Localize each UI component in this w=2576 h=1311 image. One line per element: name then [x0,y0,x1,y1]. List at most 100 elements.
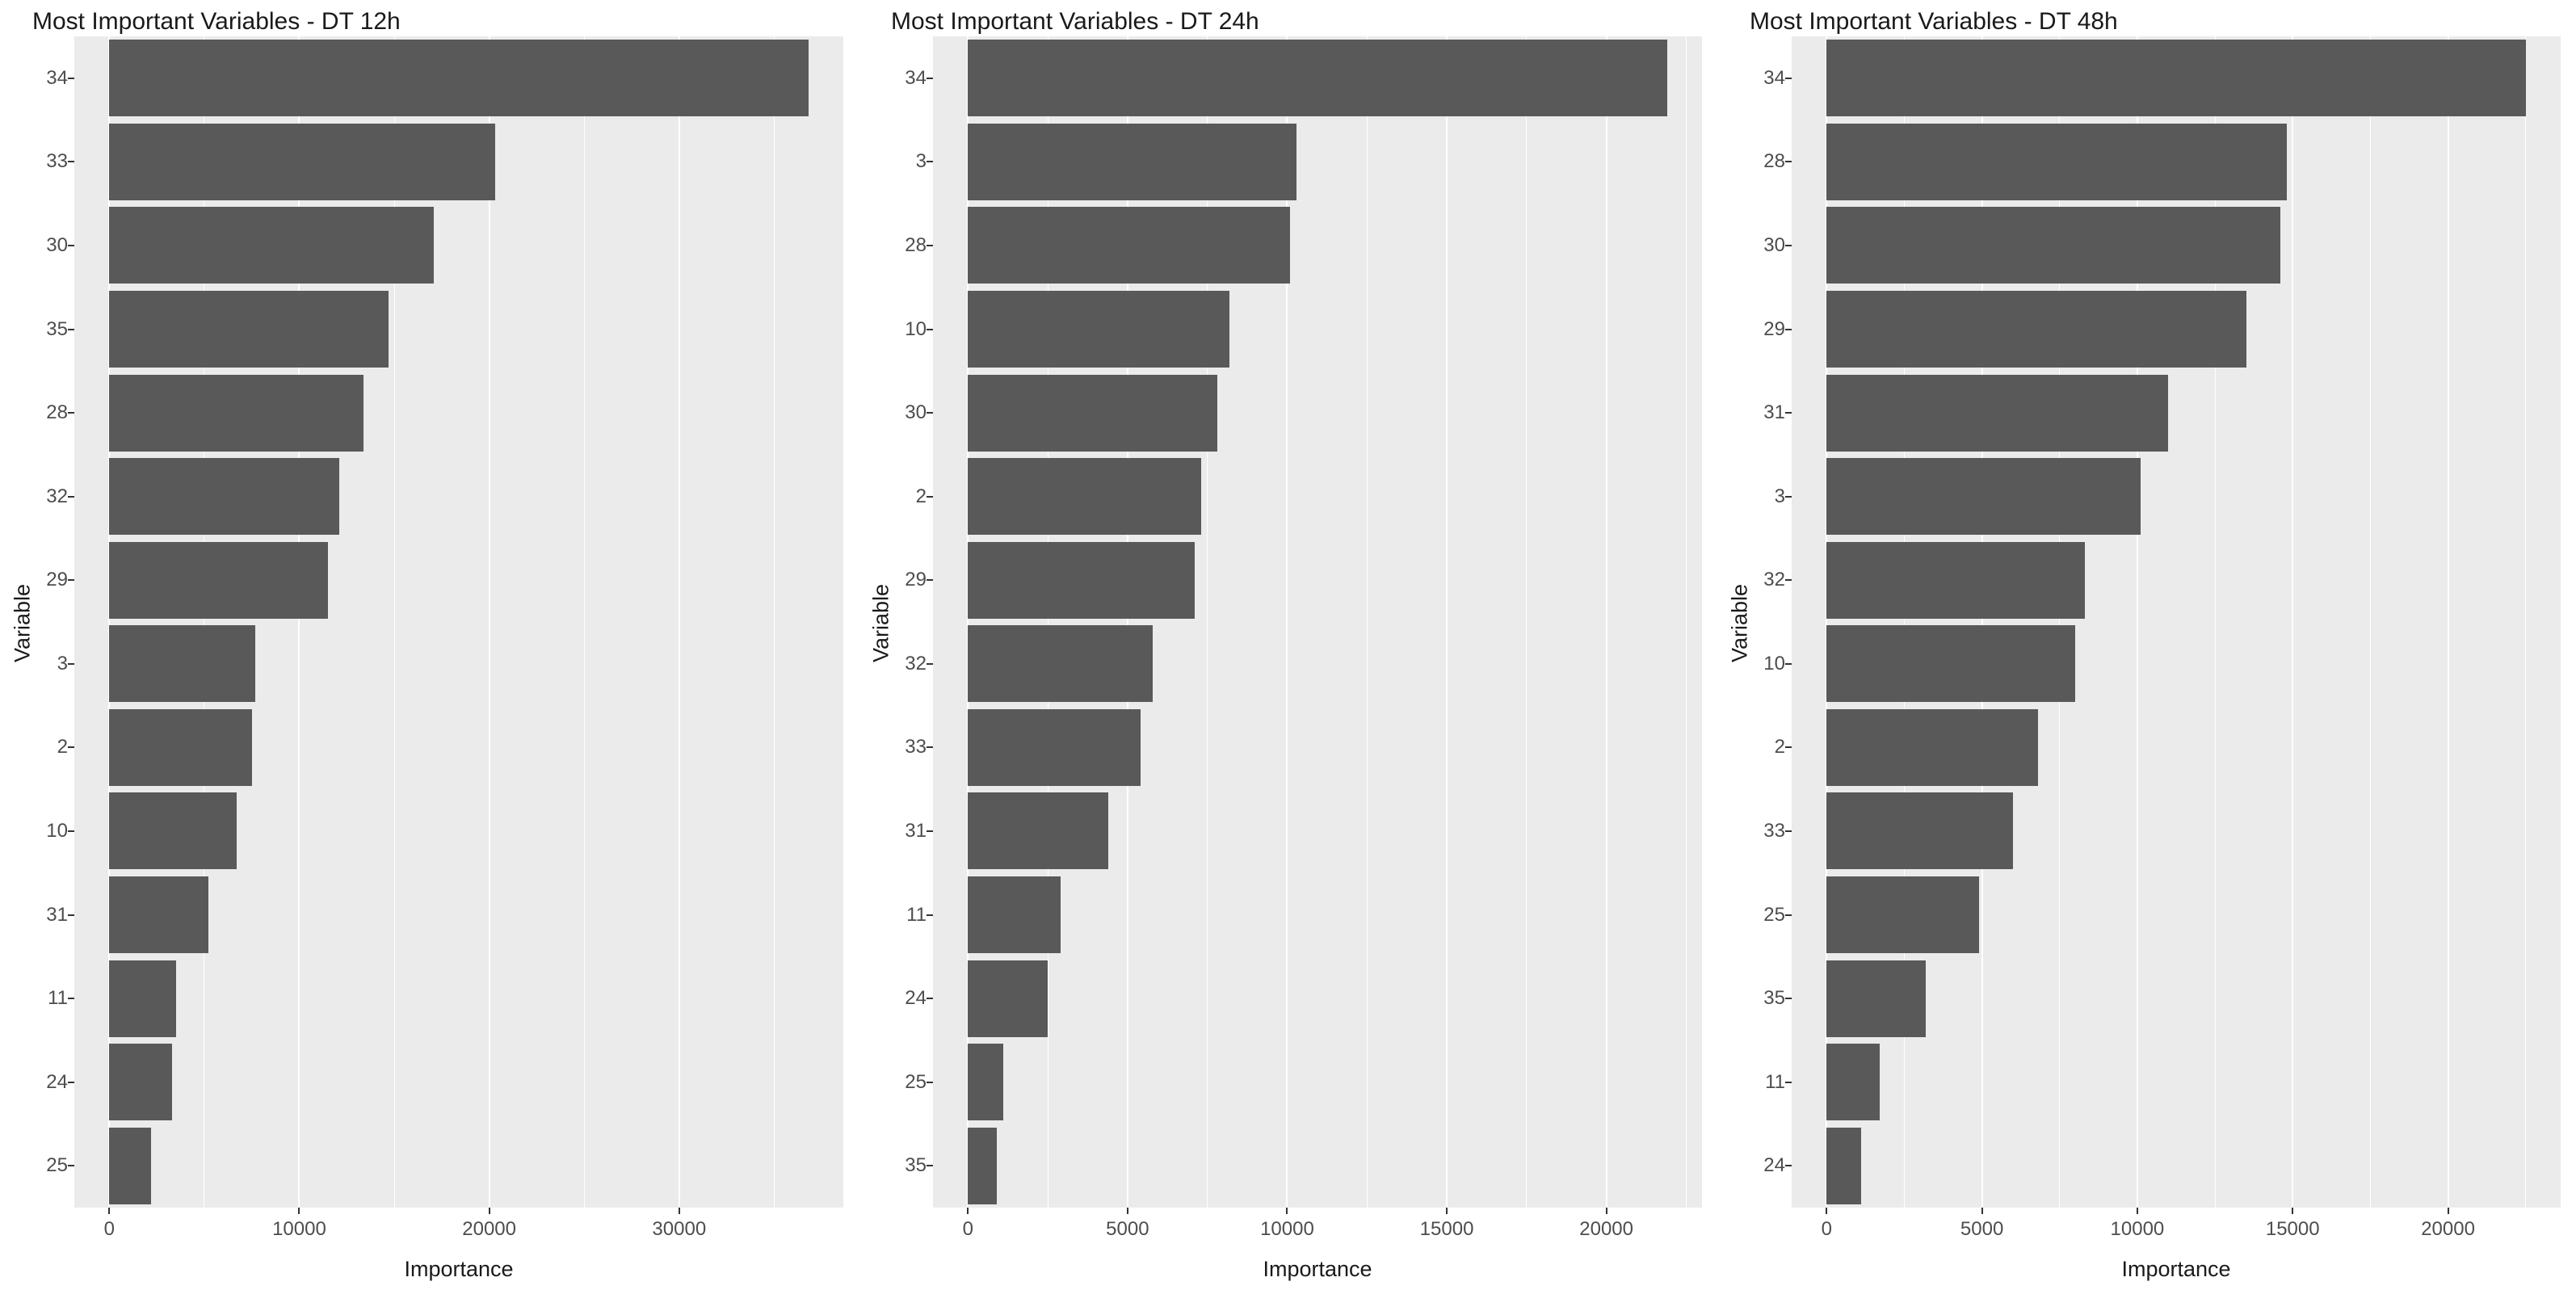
y-tick-mark [927,914,933,916]
y-tick-label: 33 [1763,819,1785,842]
y-tick-label: 28 [1763,150,1785,173]
y-tick-mark [927,1165,933,1167]
x-tick-mark [108,1208,111,1214]
y-tick-mark [68,914,74,916]
y-tick-mark [927,412,933,414]
bar-33 [1826,792,2014,869]
bar-32 [109,458,339,535]
bar-32 [1826,542,2085,619]
bar-3 [968,124,1297,200]
bar-28 [968,207,1291,284]
y-tick-mark [68,77,74,79]
gridline-minor [1366,36,1368,1208]
y-tick-mark [1785,1165,1792,1167]
y-axis-title: Variable [1727,583,1752,663]
bar-30 [109,207,435,284]
x-tick-label: 10000 [1260,1218,1314,1240]
y-tick-label: 32 [1763,569,1785,591]
bar-10 [109,792,237,869]
gridline-minor [1526,36,1528,1208]
gridline-minor [583,36,585,1208]
y-tick-label: 3 [1774,485,1785,507]
x-tick-mark [2447,1208,2449,1214]
x-tick-label: 10000 [272,1218,326,1240]
bar-29 [968,542,1195,619]
x-tick-label: 30000 [652,1218,707,1240]
x-tick-label: 10000 [2110,1218,2165,1240]
y-tick-label: 25 [46,1154,68,1177]
gridline-major [1286,36,1288,1208]
bar-30 [1826,207,2280,284]
y-tick-mark [68,495,74,498]
y-tick-mark [68,1165,74,1167]
y-tick-mark [68,662,74,665]
y-tick-mark [927,161,933,163]
y-tick-label: 33 [46,150,68,173]
plot-panel [1792,36,2561,1208]
bar-35 [1826,960,1927,1037]
gridline-major [2447,36,2449,1208]
y-tick-label: 29 [46,569,68,591]
bar-25 [968,1044,1003,1120]
y-tick-mark [68,830,74,832]
gridline-minor [2369,36,2371,1208]
y-tick-mark [1785,998,1792,1000]
y-tick-mark [927,579,933,582]
y-tick-label: 35 [46,317,68,340]
y-tick-label: 24 [46,1070,68,1093]
y-axis-title: Variable [868,583,893,663]
gridline-major [678,36,680,1208]
x-axis-title: Importance [404,1257,514,1281]
y-tick-label: 3 [57,652,68,674]
x-tick-label: 20000 [2421,1218,2475,1240]
x-tick-label: 0 [103,1218,115,1240]
bar-29 [109,542,328,619]
bar-3 [109,625,256,702]
bar-24 [109,1044,172,1120]
x-tick-label: 5000 [1960,1218,2004,1240]
y-tick-label: 34 [905,66,927,89]
plot-panel [933,36,1702,1208]
y-tick-label: 11 [1765,1070,1785,1093]
bar-24 [1826,1128,1861,1204]
y-tick-label: 33 [905,736,927,758]
y-tick-label: 28 [905,233,927,256]
y-tick-mark [927,328,933,330]
y-tick-mark [1785,412,1792,414]
gridline-minor [1903,36,1905,1208]
x-axis-title: Importance [1263,1257,1372,1281]
gridline-major [1126,36,1128,1208]
bar-33 [968,709,1141,786]
bar-11 [968,876,1061,953]
y-tick-label: 32 [46,485,68,507]
bar-31 [1826,375,2169,452]
y-tick-mark [68,412,74,414]
x-axis-title: Importance [2121,1257,2231,1281]
y-tick-mark [68,161,74,163]
x-tick-label: 0 [1821,1218,1832,1240]
y-tick-label: 35 [905,1154,927,1177]
y-tick-mark [68,244,74,246]
x-tick-mark [967,1208,969,1214]
y-tick-label: 30 [1763,233,1785,256]
y-tick-mark [927,1081,933,1083]
y-tick-mark [1785,161,1792,163]
bar-34 [109,40,809,116]
y-tick-label: 10 [905,317,927,340]
chart-title: Most Important Variables - DT 24h [891,8,1259,35]
y-tick-label: 28 [46,401,68,424]
gridline-major [1981,36,1983,1208]
y-tick-label: 29 [1763,317,1785,340]
y-tick-mark [1785,662,1792,665]
x-tick-mark [298,1208,300,1214]
y-tick-mark [1785,495,1792,498]
bar-25 [109,1128,151,1204]
bar-25 [1826,876,1979,953]
bar-chart-3: Most Important Variables - DT 48h 0 5000 10… [1717,0,2576,1311]
y-tick-label: 11 [906,903,927,926]
y-tick-label: 31 [1763,401,1785,424]
y-tick-label: 24 [905,987,927,1010]
y-tick-mark [1785,579,1792,582]
y-tick-label: 11 [48,987,68,1010]
y-tick-mark [927,662,933,665]
